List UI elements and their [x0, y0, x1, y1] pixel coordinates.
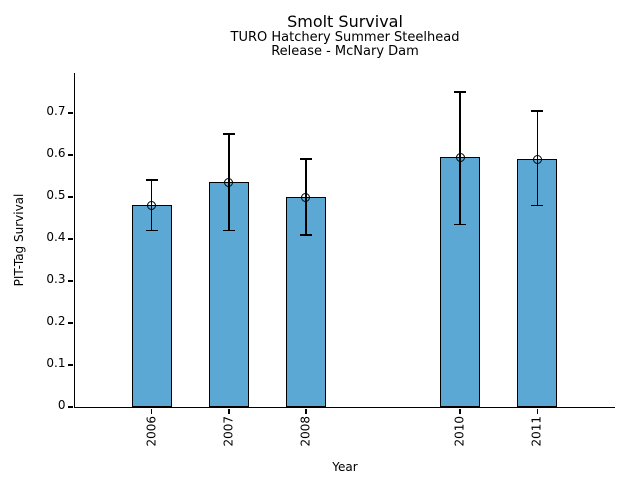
plot-area: 0 0.1 0.2 0.3 0.4 0.5 0.6 0.7 2006 2007 2008 2010 20… — [46, 73, 615, 447]
x-tick-label: 2008 — [298, 416, 313, 447]
y-axis-title: PIT-Tag Survival — [12, 193, 26, 287]
y-tick-label: 0.7 — [46, 104, 66, 118]
x-tick-mark — [150, 408, 153, 414]
x-tick-mark — [305, 408, 307, 414]
x-tick-mark — [459, 408, 461, 414]
chart-title: Smolt Survival — [287, 12, 403, 31]
y-tick-mark — [68, 406, 73, 408]
x-tick-label: 2010 — [452, 416, 467, 447]
y-tick-label: 0.3 — [46, 272, 66, 286]
y-tick-mark — [68, 364, 73, 366]
y-tick-mark — [68, 112, 73, 114]
error-bar-cap-top — [531, 110, 544, 112]
mean-marker-circle — [224, 177, 234, 187]
x-tick-label: 2011 — [529, 416, 544, 447]
error-bar-cap-top — [145, 179, 158, 181]
error-bar-cap-top — [454, 91, 467, 93]
x-tick-label: 2006 — [144, 416, 159, 447]
chart-subtitle-line2: Release - McNary Dam — [271, 44, 419, 59]
bar — [131, 205, 172, 407]
y-tick-label: 0.1 — [46, 356, 66, 370]
bar — [285, 197, 326, 407]
mean-marker-circle — [301, 192, 311, 202]
y-tick-mark — [68, 238, 73, 240]
y-tick-label: 0 — [57, 398, 66, 412]
y-tick-label: 0.6 — [46, 146, 66, 160]
error-bar-cap-bottom — [299, 234, 312, 236]
y-tick-label: 0.4 — [46, 230, 66, 244]
y-tick-mark — [68, 322, 73, 324]
title-block: Smolt Survival TURO Hatchery Summer Stee… — [75, 13, 615, 59]
y-tick-mark — [68, 196, 73, 198]
chart-subtitle-line1: TURO Hatchery Summer Steelhead — [230, 30, 460, 45]
error-bar-cap-top — [222, 133, 235, 135]
x-tick-mark — [536, 408, 539, 414]
error-bar-cap-bottom — [222, 229, 235, 232]
x-tick-label: 2007 — [221, 416, 236, 447]
error-bar-cap-bottom — [454, 223, 467, 226]
x-tick-mark — [228, 408, 230, 414]
x-axis-title: Year — [332, 460, 358, 474]
mean-marker-circle — [532, 154, 542, 164]
mean-marker-circle — [455, 152, 465, 162]
y-tick-label: 0.5 — [46, 188, 66, 202]
mean-marker-circle — [147, 200, 157, 210]
y-tick-mark — [68, 154, 73, 156]
error-bar-cap-bottom — [531, 204, 544, 207]
y-tick-mark — [68, 280, 73, 282]
error-bar-cap-bottom — [145, 229, 158, 232]
error-bar-cap-top — [299, 158, 312, 160]
y-tick-label: 0.2 — [46, 314, 66, 328]
